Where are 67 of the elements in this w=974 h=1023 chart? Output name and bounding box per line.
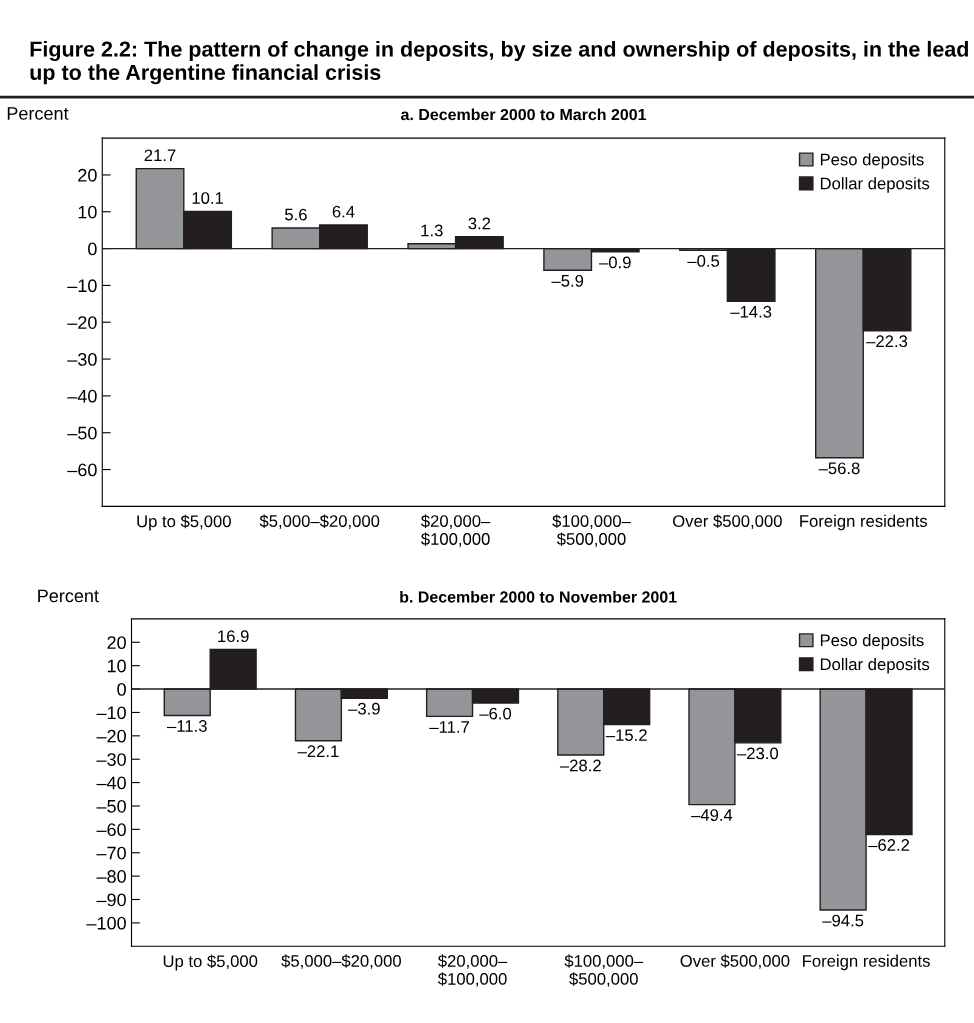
data-label: –94.5 bbox=[822, 914, 864, 927]
legend-label: Peso deposits bbox=[820, 153, 924, 169]
y-tick-label: –10 bbox=[67, 279, 97, 293]
chart-subtitle: a. December 2000 to March 2001 bbox=[401, 108, 647, 121]
legend-label: Dollar deposits bbox=[820, 177, 930, 193]
data-label: –23.0 bbox=[737, 747, 779, 760]
y-tick-label: 10 bbox=[107, 659, 126, 673]
y-tick-label: –70 bbox=[96, 846, 126, 860]
legend-label: Dollar deposits bbox=[820, 657, 930, 674]
data-label: –28.2 bbox=[559, 759, 601, 772]
data-label: –5.9 bbox=[551, 274, 584, 287]
chart-subtitle: b. December 2000 to November 2001 bbox=[400, 590, 677, 603]
data-label: 1.3 bbox=[421, 224, 443, 237]
x-tick-label: Over $500,000 bbox=[680, 954, 790, 969]
data-label: –49.4 bbox=[691, 809, 733, 821]
y-axis-title: Percent bbox=[38, 589, 99, 603]
y-tick-label: –80 bbox=[96, 870, 126, 883]
y-tick-label: 10 bbox=[78, 205, 97, 219]
x-tick-label: $5,000–$20,000 bbox=[281, 954, 401, 969]
data-label: 10.1 bbox=[192, 192, 223, 204]
y-tick-label: 0 bbox=[88, 242, 97, 256]
x-tick-label: Up to $5,000 bbox=[163, 954, 258, 971]
data-label: –15.2 bbox=[605, 729, 647, 742]
x-tick-label: Foreign residents bbox=[803, 954, 930, 971]
x-tick-label: $20,000– $100,000 bbox=[421, 514, 491, 547]
legend-label: Peso deposits bbox=[820, 634, 924, 650]
data-label: 16.9 bbox=[218, 630, 249, 643]
data-label: –22.1 bbox=[297, 745, 339, 757]
y-tick-label: –30 bbox=[67, 353, 97, 366]
y-tick-label: –20 bbox=[67, 316, 97, 329]
y-tick-label: –50 bbox=[96, 799, 126, 813]
x-tick-label: $100,000– $500,000 bbox=[564, 954, 644, 987]
y-tick-label: 20 bbox=[107, 636, 126, 650]
x-tick-label: Over $500,000 bbox=[673, 514, 782, 529]
data-label: –11.7 bbox=[429, 721, 469, 733]
x-tick-label: $100,000– $500,000 bbox=[552, 514, 631, 547]
chart-title: Figure 2.2: The pattern of change in deposits, by size and ownership of deposits, in the lead up to the Argentine financial crisis bbox=[30, 40, 968, 85]
data-label: –0.9 bbox=[599, 256, 631, 269]
x-tick-label: Foreign residents bbox=[800, 514, 928, 531]
y-tick-label: –90 bbox=[96, 893, 126, 907]
y-tick-label: –50 bbox=[67, 426, 97, 440]
data-label: 6.4 bbox=[332, 205, 355, 218]
data-label: –6.0 bbox=[479, 707, 512, 720]
y-tick-label: –60 bbox=[67, 463, 97, 477]
y-tick-label: –30 bbox=[96, 753, 126, 766]
y-tick-label: –10 bbox=[96, 706, 126, 720]
y-tick-label: 20 bbox=[78, 168, 97, 182]
y-axis-title: Percent bbox=[7, 107, 69, 120]
data-label: 5.6 bbox=[284, 208, 307, 221]
x-tick-label: $20,000– $100,000 bbox=[437, 954, 508, 987]
y-tick-label: –20 bbox=[96, 729, 126, 743]
x-tick-label: $5,000–$20,000 bbox=[259, 514, 380, 529]
data-label: –22.3 bbox=[866, 335, 908, 348]
data-label: –11.3 bbox=[167, 720, 207, 732]
data-label: 3.2 bbox=[468, 217, 491, 230]
data-label: –62.2 bbox=[868, 839, 910, 851]
data-label: –0.5 bbox=[687, 255, 720, 267]
data-label: –3.9 bbox=[348, 702, 380, 715]
x-tick-label: Up to $5,000 bbox=[137, 514, 231, 531]
data-label: 21.7 bbox=[144, 149, 176, 162]
y-tick-label: –100 bbox=[86, 916, 126, 930]
y-tick-label: –40 bbox=[96, 776, 126, 790]
data-label: –14.3 bbox=[730, 305, 772, 318]
data-label: –56.8 bbox=[818, 462, 860, 475]
y-tick-label: –60 bbox=[96, 823, 126, 837]
y-tick-label: 0 bbox=[117, 683, 126, 696]
y-tick-label: –40 bbox=[67, 389, 97, 403]
